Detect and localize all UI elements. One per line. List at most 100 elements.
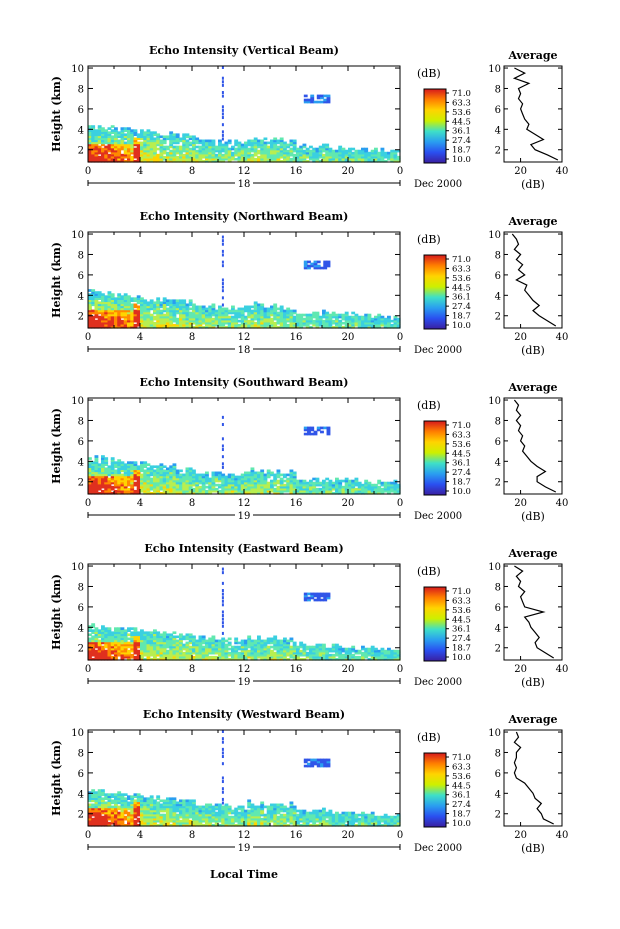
average-frame: [503, 563, 563, 661]
x-tick-label: 16: [290, 498, 303, 509]
y-tick-label: 6: [495, 105, 501, 116]
colorbar-unit: (dB): [417, 399, 441, 412]
date-marker: 18: [238, 179, 251, 190]
colorbar-tick-label: 71.0: [452, 89, 471, 99]
x-tick-label: 12: [238, 332, 251, 343]
panel-2: Echo Intensity (Northward Beam) 2 4 6 8 10 0 4 8…: [50, 210, 568, 357]
colorbar: [423, 254, 447, 330]
colorbar-unit: (dB): [417, 565, 441, 578]
average-profile-line: [513, 399, 557, 493]
colorbar-tick-label: 27.4: [452, 468, 471, 478]
x-tick-label: 16: [290, 166, 303, 177]
x-tick-label: 16: [290, 830, 303, 841]
average-profile-line: [511, 233, 557, 327]
panel-4: Echo Intensity (Eastward Beam) 2 4 6 8 10 0 4 8 1…: [50, 542, 568, 689]
y-axis-label: Height (km): [50, 574, 63, 650]
colorbar-tick-label: 63.3: [452, 98, 471, 108]
x-tick-label: 20: [342, 166, 355, 177]
y-tick-label: 10: [488, 64, 501, 75]
y-axis-label: Height (km): [50, 740, 63, 816]
average-frame: [503, 397, 563, 495]
average-profile-line: [514, 565, 555, 659]
average-title: Average: [507, 381, 557, 394]
y-axis-label: Height (km): [50, 76, 63, 152]
average-frame: [503, 729, 563, 827]
y-tick-label: 10: [71, 562, 84, 573]
panel-5: Echo Intensity (Westward Beam) 2 4 6 8 10 0 4 8 1…: [50, 708, 568, 855]
x-tick-label: 8: [189, 166, 195, 177]
x-tick-label: 0: [85, 830, 91, 841]
panel-3: Echo Intensity (Southward Beam) 2 4 6 8 10 0 4 8…: [50, 376, 568, 523]
colorbar: [423, 586, 447, 662]
x-tick-label: 4: [137, 332, 143, 343]
date-label: Dec 2000: [414, 843, 462, 854]
y-axis-label: Height (km): [50, 408, 63, 484]
y-tick-label: 2: [78, 644, 84, 655]
colorbar-tick-label: 27.4: [452, 800, 471, 810]
x-tick-label: 20: [342, 664, 355, 675]
colorbar-tick-label: 18.7: [452, 644, 471, 654]
average-frame: [503, 231, 563, 329]
y-tick-label: 8: [78, 748, 84, 759]
colorbar-tick-label: 63.3: [452, 596, 471, 606]
y-tick-label: 10: [71, 64, 84, 75]
y-tick-label: 4: [78, 291, 84, 302]
y-tick-label: 4: [78, 623, 84, 634]
y-tick-label: 8: [78, 250, 84, 261]
average-profile-line: [513, 731, 554, 825]
y-tick-label: 10: [71, 728, 84, 739]
colorbar-tick-label: 36.1: [452, 293, 471, 303]
y-tick-label: 2: [495, 478, 501, 489]
y-tick-label: 2: [495, 146, 501, 157]
colorbar-tick-label: 53.6: [452, 108, 471, 118]
average-x-label: (dB): [521, 344, 545, 357]
y-axis-label: Height (km): [50, 242, 63, 318]
colorbar-tick-label: 10.0: [452, 321, 471, 331]
x-tick-label: 20: [342, 498, 355, 509]
date-label: Dec 2000: [414, 677, 462, 688]
y-tick-label: 2: [78, 312, 84, 323]
colorbar-tick-label: 10.0: [452, 819, 471, 829]
colorbar: [423, 88, 447, 164]
colorbar-tick-label: 53.6: [452, 606, 471, 616]
x-tick-label: 0: [85, 166, 91, 177]
x-tick-label: 4: [137, 664, 143, 675]
colorbar-tick-label: 27.4: [452, 136, 471, 146]
y-tick-label: 2: [78, 810, 84, 821]
y-tick-label: 8: [495, 582, 501, 593]
y-tick-label: 4: [495, 291, 501, 302]
date-label: Dec 2000: [414, 511, 462, 522]
colorbar-tick-label: 44.5: [452, 449, 471, 459]
y-tick-label: 4: [78, 457, 84, 468]
y-tick-label: 6: [78, 437, 84, 448]
colorbar-tick-label: 44.5: [452, 781, 471, 791]
x-tick-label: 0: [85, 664, 91, 675]
y-tick-label: 2: [495, 810, 501, 821]
colorbar-tick-label: 36.1: [452, 625, 471, 635]
x-tick-label: 12: [238, 498, 251, 509]
colorbar-tick-label: 44.5: [452, 283, 471, 293]
average-title: Average: [507, 215, 557, 228]
x-tick-label: 0: [397, 166, 403, 177]
panel-1: Echo Intensity (Vertical Beam) 2 4 6 8 10 0 4 8 1…: [50, 44, 568, 191]
y-tick-label: 4: [495, 623, 501, 634]
y-tick-label: 8: [78, 582, 84, 593]
x-tick-label: 40: [556, 166, 569, 177]
x-tick-label: 0: [397, 664, 403, 675]
colorbar-tick-label: 71.0: [452, 587, 471, 597]
x-tick-label: 8: [189, 830, 195, 841]
average-title: Average: [507, 713, 557, 726]
x-tick-label: 20: [514, 664, 527, 675]
y-tick-label: 6: [495, 271, 501, 282]
y-tick-label: 8: [495, 748, 501, 759]
colorbar: [423, 752, 447, 828]
x-tick-label: 20: [342, 332, 355, 343]
colorbar-tick-label: 18.7: [452, 312, 471, 322]
y-tick-label: 2: [78, 478, 84, 489]
x-tick-label: 20: [514, 498, 527, 509]
date-marker: 19: [238, 677, 251, 688]
x-tick-label: 0: [85, 498, 91, 509]
y-tick-label: 2: [495, 644, 501, 655]
colorbar-tick-label: 27.4: [452, 634, 471, 644]
